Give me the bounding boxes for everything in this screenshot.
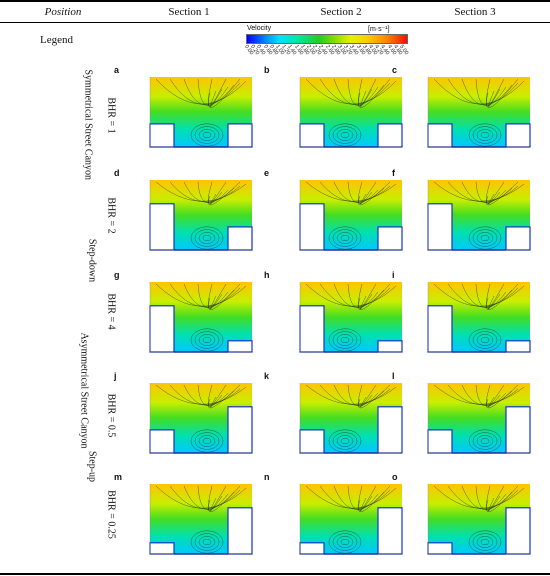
cfd-panel-e xyxy=(292,178,404,252)
panel-label-a: a xyxy=(114,65,120,75)
panel-label-k: k xyxy=(264,371,270,381)
bhr-4: BHR = 4 xyxy=(105,293,117,330)
cfd-panel-f xyxy=(420,178,532,252)
top-rule xyxy=(0,0,550,2)
panel-label-l: l xyxy=(392,371,395,381)
panel-label-b: b xyxy=(264,65,270,75)
row-label-symmetrical: Symmetrical Street Canyon xyxy=(82,69,94,181)
bottom-rule xyxy=(0,573,550,575)
legend-label: Legend xyxy=(40,34,73,46)
legend-title: Velocity xyxy=(247,25,272,32)
colorbar xyxy=(246,34,408,44)
panel-label-e: e xyxy=(264,168,270,178)
cfd-panel-j xyxy=(142,381,254,455)
row-label-step-down: Step-down xyxy=(86,238,98,283)
bhr-2: BHR = 2 xyxy=(105,197,117,234)
bhr-0-25: BHR = 0.25 xyxy=(105,490,117,539)
cfd-panel-i xyxy=(420,280,532,354)
cfd-panel-c xyxy=(420,75,532,149)
bhr-1: BHR = 1 xyxy=(105,97,117,134)
header-rule xyxy=(0,22,550,23)
panel-label-o: o xyxy=(392,472,398,482)
panel-label-i: i xyxy=(392,270,395,280)
header-section-1: Section 1 xyxy=(168,6,210,18)
panel-label-j: j xyxy=(114,371,117,381)
panel-label-h: h xyxy=(264,270,270,280)
panel-label-m: m xyxy=(114,472,123,482)
header-section-2: Section 2 xyxy=(320,6,362,18)
cfd-panel-o xyxy=(420,482,532,556)
header-position: Position xyxy=(44,6,82,18)
cfd-panel-d xyxy=(142,178,254,252)
cfd-panel-k xyxy=(292,381,404,455)
cfd-panel-a xyxy=(142,75,254,149)
panel-label-n: n xyxy=(264,472,270,482)
legend-unit: [m·s⁻¹] xyxy=(368,26,390,33)
cfd-panel-l xyxy=(420,381,532,455)
panel-label-f: f xyxy=(392,168,395,178)
header-section-3: Section 3 xyxy=(454,6,496,18)
row-label-step-up: Step-up xyxy=(86,450,98,483)
cfd-panel-n xyxy=(292,482,404,556)
cfd-panel-m xyxy=(142,482,254,556)
panel-label-d: d xyxy=(114,168,120,178)
panel-label-c: c xyxy=(392,65,398,75)
cfd-panel-g xyxy=(142,280,254,354)
cfd-panel-h xyxy=(292,280,404,354)
bhr-0-5: BHR = 0.5 xyxy=(105,393,117,438)
cfd-panel-b xyxy=(292,75,404,149)
panel-label-g: g xyxy=(114,270,120,280)
